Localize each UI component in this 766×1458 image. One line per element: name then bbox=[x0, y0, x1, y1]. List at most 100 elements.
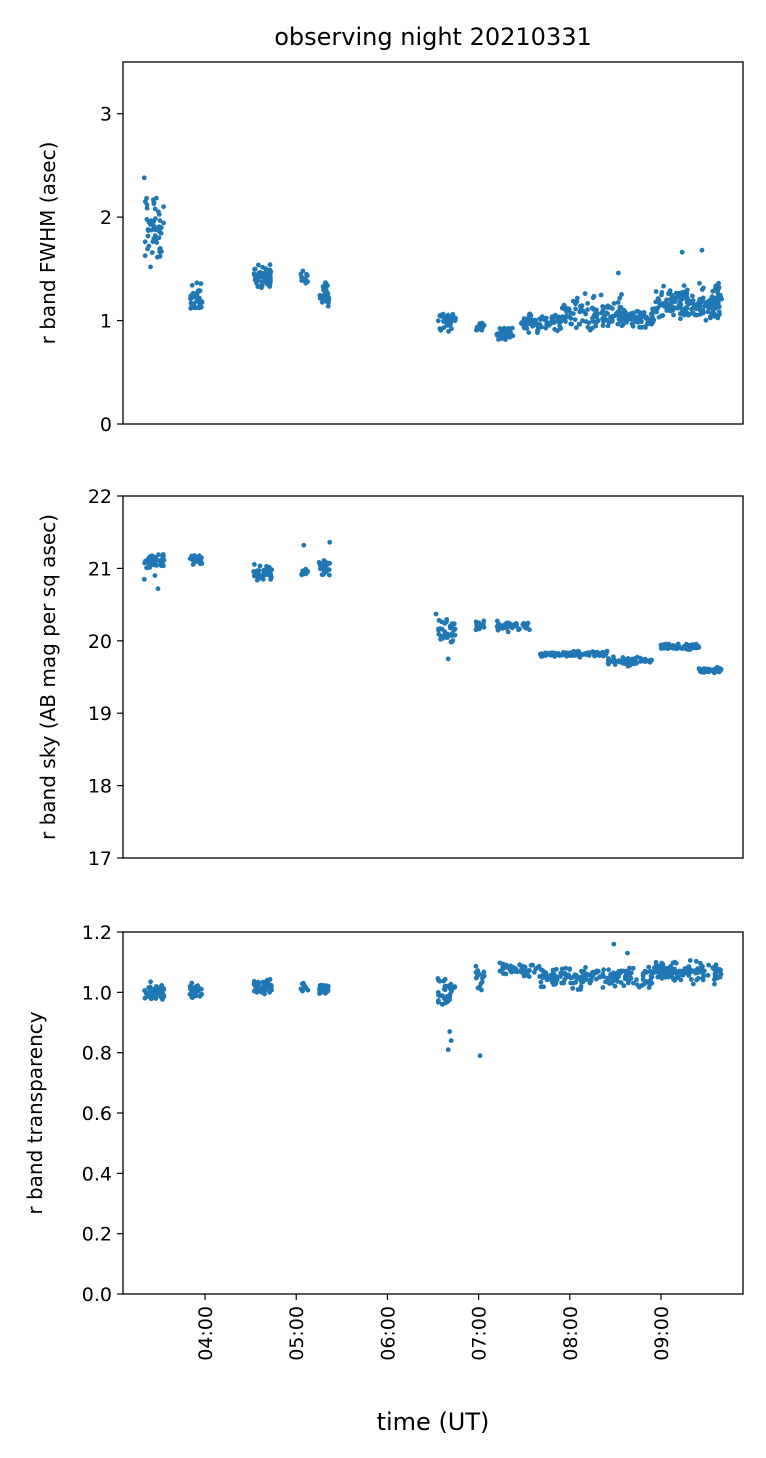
data-point bbox=[189, 303, 195, 309]
data-point bbox=[700, 975, 706, 981]
data-point bbox=[190, 995, 195, 1001]
data-point bbox=[665, 974, 671, 980]
data-point bbox=[709, 311, 714, 316]
data-point bbox=[602, 313, 608, 319]
data-point bbox=[643, 325, 648, 330]
data-point bbox=[628, 662, 633, 668]
data-point bbox=[618, 980, 624, 985]
data-point bbox=[548, 975, 554, 981]
data-point bbox=[607, 304, 613, 310]
data-point bbox=[623, 974, 629, 980]
data-point bbox=[300, 268, 306, 274]
data-point bbox=[690, 293, 695, 299]
data-point bbox=[690, 981, 696, 987]
data-point bbox=[448, 985, 454, 990]
data-point bbox=[142, 239, 148, 245]
data-point bbox=[616, 969, 621, 974]
data-point bbox=[157, 247, 163, 253]
data-point bbox=[690, 298, 696, 303]
data-point bbox=[319, 564, 325, 570]
data-point bbox=[479, 321, 485, 327]
data-point bbox=[251, 978, 257, 984]
chart-panels: 0 1 2 3 r band FWHM (asec) 17 18 19 20 21 22 r band… bbox=[23, 61, 744, 1361]
y-tick-label: 21 bbox=[88, 558, 112, 580]
data-point bbox=[505, 629, 511, 635]
data-point bbox=[452, 627, 457, 633]
data-point bbox=[154, 557, 160, 563]
data-point bbox=[151, 236, 157, 242]
data-point bbox=[473, 619, 479, 625]
data-point bbox=[609, 314, 615, 319]
x-tick-label: 06:00 bbox=[377, 1306, 399, 1361]
data-point bbox=[448, 317, 453, 323]
data-point bbox=[639, 325, 645, 330]
data-point bbox=[148, 264, 153, 270]
data-point bbox=[715, 300, 721, 305]
y-tick-label: 3 bbox=[100, 104, 112, 126]
data-point bbox=[646, 964, 652, 970]
data-point bbox=[620, 322, 626, 327]
data-point bbox=[696, 666, 702, 671]
data-point bbox=[600, 308, 606, 314]
data-point bbox=[539, 651, 545, 657]
x-tick-label: 07:00 bbox=[469, 1306, 491, 1361]
data-point bbox=[651, 965, 657, 971]
data-point bbox=[658, 966, 663, 971]
data-point bbox=[148, 218, 154, 224]
data-point bbox=[327, 539, 333, 545]
data-point bbox=[689, 306, 694, 312]
data-point bbox=[524, 326, 530, 331]
data-point bbox=[567, 651, 572, 656]
data-point bbox=[444, 993, 450, 999]
panel-2: 17 18 19 20 21 22 r band sky (AB mag per sq as… bbox=[36, 486, 744, 870]
data-point bbox=[325, 985, 331, 990]
data-point bbox=[669, 971, 675, 977]
data-point bbox=[255, 570, 261, 575]
scatter-points bbox=[141, 539, 724, 676]
data-point bbox=[255, 277, 261, 283]
data-point bbox=[606, 661, 611, 667]
data-point bbox=[197, 305, 203, 311]
data-point bbox=[659, 645, 665, 650]
data-point bbox=[188, 296, 193, 302]
data-point bbox=[144, 195, 150, 201]
data-point bbox=[157, 218, 163, 224]
data-point bbox=[452, 985, 457, 990]
data-point bbox=[668, 308, 673, 314]
data-point bbox=[189, 553, 195, 559]
data-point bbox=[562, 977, 568, 982]
data-point bbox=[606, 658, 612, 663]
data-point bbox=[433, 611, 439, 617]
data-point bbox=[710, 288, 716, 294]
data-point bbox=[198, 281, 204, 287]
data-point bbox=[690, 310, 696, 316]
data-point bbox=[620, 655, 626, 660]
data-point bbox=[144, 216, 150, 222]
y-tick-label: 0 bbox=[100, 414, 112, 436]
data-point bbox=[451, 632, 457, 638]
data-point bbox=[585, 307, 590, 312]
data-point bbox=[600, 985, 606, 990]
data-point bbox=[687, 969, 693, 975]
data-point bbox=[195, 558, 201, 563]
data-point bbox=[556, 319, 562, 325]
data-point bbox=[700, 295, 706, 301]
data-point bbox=[321, 985, 327, 991]
data-point bbox=[630, 965, 636, 971]
data-point bbox=[568, 310, 574, 316]
data-point bbox=[592, 650, 597, 655]
data-point bbox=[436, 998, 441, 1003]
data-point bbox=[639, 319, 644, 325]
data-point bbox=[262, 276, 267, 282]
data-point bbox=[450, 638, 456, 643]
data-point bbox=[303, 280, 309, 286]
data-point bbox=[646, 321, 651, 327]
data-point bbox=[199, 986, 204, 992]
data-point bbox=[194, 988, 200, 993]
data-point bbox=[668, 963, 674, 969]
data-point bbox=[152, 573, 158, 578]
data-point bbox=[618, 318, 624, 324]
data-point bbox=[646, 985, 652, 990]
x-tick-label: 04:00 bbox=[195, 1306, 217, 1361]
data-point bbox=[252, 272, 257, 278]
